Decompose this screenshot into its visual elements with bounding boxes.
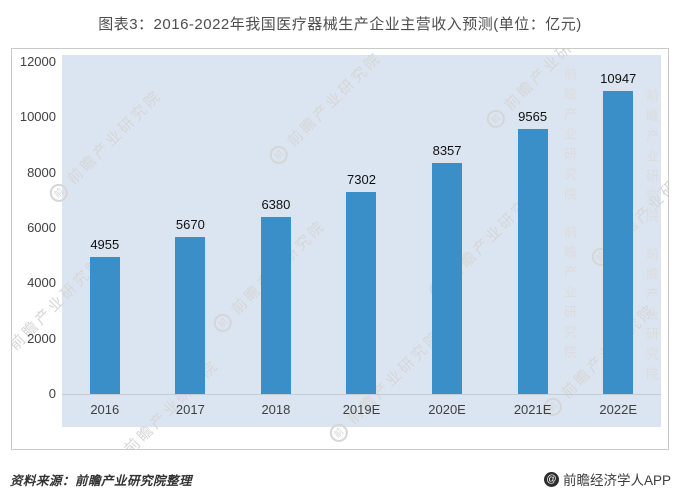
bar-value-label: 8357 <box>432 143 462 158</box>
bar <box>432 163 463 394</box>
brand: @ 前瞻经济学人APP <box>543 469 671 489</box>
bar <box>346 192 377 394</box>
bar-value-label: 4955 <box>90 237 120 252</box>
bar <box>89 257 120 394</box>
y-tick-label: 2000 <box>27 330 56 346</box>
bar-value-label: 10947 <box>600 71 637 86</box>
y-tick-label: 0 <box>48 386 56 401</box>
y-tick-label: 8000 <box>27 164 56 180</box>
brand-name: 前瞻经济学人APP <box>562 473 671 488</box>
x-tick-label: 2022E <box>599 402 637 417</box>
x-tick-label: 2017 <box>175 402 205 417</box>
bar-value-label: 5670 <box>175 217 205 232</box>
y-tick-label: 12000 <box>19 54 56 69</box>
bars-area: 4955 5670 6380 7302 8357 9565 10947 <box>62 62 661 394</box>
chart-title: 图表3：2016-2022年我国医疗器械生产企业主营收入预测(单位：亿元) <box>98 16 582 33</box>
bar-column: 9565 <box>490 62 576 394</box>
y-axis: 0 2000 4000 6000 8000 10000 12000 <box>12 49 58 449</box>
bar-column: 10947 <box>575 62 661 394</box>
footer: 资料来源：前瞻产业研究院整理 @ 前瞻经济学人APP <box>10 469 671 489</box>
source-note: 资料来源：前瞻产业研究院整理 <box>10 473 193 488</box>
x-tick-label: 2016 <box>90 402 120 417</box>
bar-column: 4955 <box>62 62 148 394</box>
x-tick-label: 2021E <box>513 402 552 417</box>
x-axis-line <box>62 394 661 395</box>
bar-value-label: 6380 <box>261 197 291 212</box>
x-axis: 2016 2017 2018 2019E 2020E 2021E 2022E <box>62 402 661 417</box>
bar-value-label: 9565 <box>518 109 548 124</box>
bar-column: 6380 <box>233 62 319 394</box>
bar-column: 5670 <box>148 62 234 394</box>
y-tick-label: 10000 <box>19 109 56 125</box>
bar-value-label: 7302 <box>347 172 376 187</box>
bar <box>260 217 291 394</box>
x-tick-label: 2020E <box>428 402 466 417</box>
chart-frame: 前前瞻产业研究院 前前瞻产业研究院 前前瞻产业研究院 前前瞻产业研究院 前前瞻产… <box>11 48 669 450</box>
bar-column: 8357 <box>404 62 490 394</box>
bar <box>517 129 548 394</box>
bar <box>603 91 634 394</box>
bar-column: 7302 <box>319 62 405 394</box>
y-tick-label: 6000 <box>27 220 56 235</box>
bar <box>175 237 206 394</box>
x-tick-label: 2018 <box>261 402 291 417</box>
x-tick-label: 2019E <box>342 402 381 417</box>
y-tick-label: 4000 <box>27 275 56 291</box>
qianzhan-app-logo-icon: @ <box>543 471 559 487</box>
